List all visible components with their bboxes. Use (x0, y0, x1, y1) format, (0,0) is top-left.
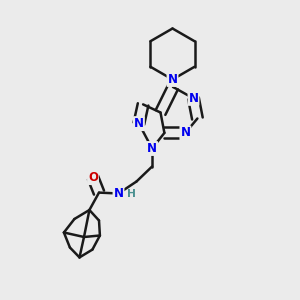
Text: N: N (167, 73, 178, 86)
Text: N: N (180, 126, 190, 140)
Text: N: N (188, 92, 199, 105)
Text: H: H (127, 189, 136, 199)
Text: N: N (147, 142, 157, 155)
Text: N: N (113, 187, 124, 200)
Text: O: O (88, 171, 98, 184)
Text: N: N (134, 117, 144, 130)
